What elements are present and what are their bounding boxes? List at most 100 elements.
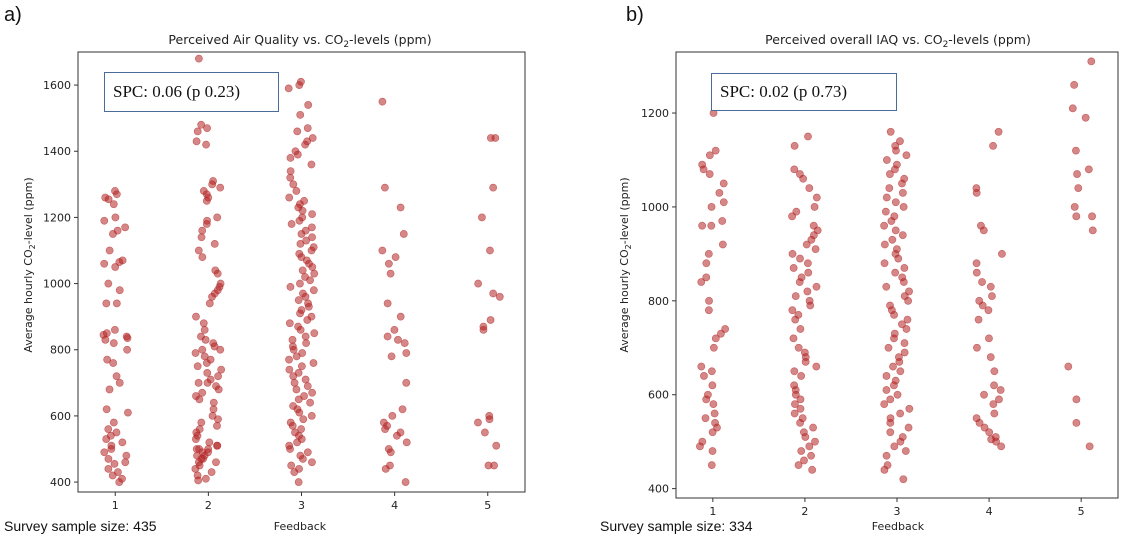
y-tick-label: 1000 bbox=[43, 278, 71, 291]
data-point bbox=[310, 329, 319, 338]
data-point bbox=[191, 464, 200, 473]
data-point bbox=[391, 253, 400, 262]
data-point bbox=[213, 269, 222, 278]
data-point bbox=[104, 464, 113, 473]
data-point bbox=[202, 220, 211, 228]
data-point bbox=[489, 289, 498, 298]
data-point bbox=[191, 435, 200, 443]
data-point bbox=[1070, 80, 1079, 89]
data-point bbox=[296, 239, 305, 248]
data-point bbox=[396, 312, 405, 321]
data-point bbox=[899, 203, 908, 211]
data-point bbox=[1064, 362, 1073, 371]
data-point bbox=[484, 461, 493, 470]
data-point bbox=[303, 448, 312, 457]
data-point bbox=[210, 342, 219, 351]
data-point bbox=[805, 442, 814, 451]
data-point bbox=[286, 167, 295, 175]
data-point bbox=[102, 435, 111, 443]
data-point bbox=[104, 425, 113, 434]
data-point bbox=[199, 319, 208, 328]
data-point bbox=[121, 223, 130, 232]
data-point bbox=[402, 438, 411, 447]
data-point bbox=[294, 395, 303, 404]
data-point bbox=[886, 418, 895, 427]
data-point bbox=[121, 458, 130, 467]
data-point bbox=[485, 415, 494, 424]
data-point bbox=[202, 359, 211, 367]
data-point bbox=[996, 386, 1005, 394]
data-point bbox=[115, 286, 124, 295]
data-point bbox=[789, 264, 798, 272]
data-point bbox=[289, 180, 298, 189]
data-point bbox=[1088, 226, 1097, 235]
data-point bbox=[707, 203, 716, 211]
data-point bbox=[886, 170, 894, 178]
data-point bbox=[811, 437, 819, 446]
data-point bbox=[891, 165, 899, 174]
data-point bbox=[378, 246, 387, 255]
data-point bbox=[803, 259, 812, 268]
data-point bbox=[900, 264, 909, 272]
data-point bbox=[812, 362, 821, 371]
data-point bbox=[306, 276, 314, 285]
data-point bbox=[296, 110, 305, 119]
data-point bbox=[400, 339, 409, 348]
data-point bbox=[899, 475, 908, 484]
data-point bbox=[104, 279, 113, 288]
data-point bbox=[289, 372, 298, 381]
data-point bbox=[989, 141, 997, 150]
data-point bbox=[890, 381, 898, 390]
data-point bbox=[898, 320, 906, 329]
data-point bbox=[990, 409, 999, 418]
data-point bbox=[293, 438, 301, 447]
x-tick-label: 2 bbox=[801, 505, 808, 518]
data-point bbox=[896, 437, 905, 446]
data-point bbox=[378, 97, 387, 106]
data-point bbox=[480, 428, 489, 437]
data-point bbox=[975, 418, 984, 427]
data-point bbox=[799, 174, 808, 183]
data-point bbox=[111, 325, 119, 334]
data-point bbox=[398, 405, 407, 414]
data-point bbox=[112, 372, 121, 381]
data-point bbox=[310, 269, 319, 278]
data-point bbox=[984, 306, 993, 315]
data-point bbox=[194, 378, 203, 387]
data-point bbox=[796, 404, 805, 413]
data-point bbox=[198, 345, 207, 354]
data-point bbox=[882, 156, 891, 164]
data-point bbox=[705, 296, 713, 305]
data-point bbox=[1073, 170, 1081, 178]
data-point bbox=[489, 183, 498, 192]
data-point bbox=[882, 282, 891, 291]
data-point bbox=[804, 132, 812, 141]
data-point bbox=[1084, 165, 1093, 174]
data-point bbox=[486, 316, 495, 324]
sample-size-label: Survey sample size: 334 bbox=[600, 518, 753, 534]
data-point bbox=[797, 372, 806, 380]
data-point bbox=[217, 365, 226, 374]
data-point bbox=[402, 378, 411, 387]
data-point bbox=[213, 213, 222, 222]
y-axis-label: Average hourly CO2-level (ppm) bbox=[618, 177, 633, 352]
data-point bbox=[718, 240, 727, 249]
data-point bbox=[790, 409, 799, 418]
data-point bbox=[287, 461, 296, 470]
chart-title: Perceived Air Quality vs. CO2-levels (pp… bbox=[168, 32, 431, 50]
data-point bbox=[898, 179, 906, 188]
data-point bbox=[109, 200, 118, 209]
data-point bbox=[801, 433, 810, 441]
data-point bbox=[294, 296, 303, 305]
scatter-chart-a: Perceived Air Quality vs. CO2-levels (pp… bbox=[22, 32, 526, 533]
data-point bbox=[898, 188, 907, 197]
data-point bbox=[214, 415, 222, 424]
data-point bbox=[302, 236, 311, 245]
panel-b: b) Perceived overall IAQ vs. CO2-levels … bbox=[560, 0, 1121, 539]
data-point bbox=[807, 451, 816, 460]
data-point bbox=[709, 343, 718, 352]
data-point bbox=[290, 468, 299, 477]
data-point bbox=[102, 299, 111, 308]
data-point bbox=[194, 246, 203, 255]
data-point bbox=[1085, 442, 1094, 451]
